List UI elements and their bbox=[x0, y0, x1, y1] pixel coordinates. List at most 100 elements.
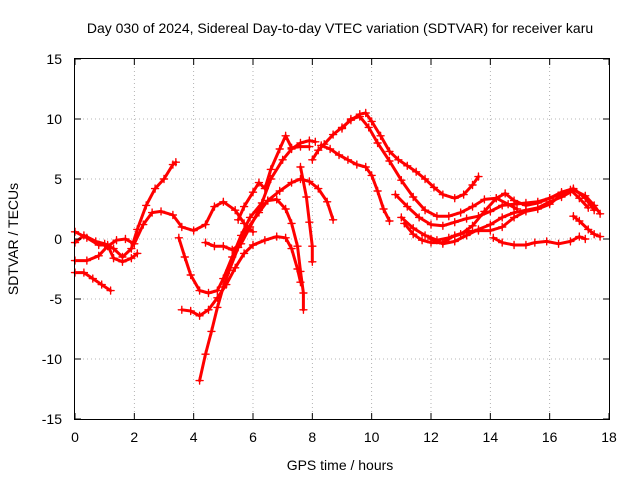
data-point bbox=[106, 286, 115, 295]
data-point bbox=[397, 213, 406, 222]
data-point bbox=[112, 236, 121, 245]
data-point bbox=[139, 220, 148, 229]
data-point bbox=[373, 138, 382, 148]
data-point bbox=[213, 286, 222, 295]
data-point bbox=[438, 221, 448, 230]
x-tick-label: 4 bbox=[190, 429, 198, 445]
data-point bbox=[239, 249, 249, 258]
data-point bbox=[278, 155, 287, 164]
data-point bbox=[302, 192, 311, 202]
data-point bbox=[228, 245, 237, 254]
data-point bbox=[361, 162, 370, 172]
data-point bbox=[260, 184, 270, 193]
data-point bbox=[299, 288, 308, 298]
series-arc-l bbox=[317, 141, 394, 226]
data-point bbox=[171, 158, 181, 167]
data-point bbox=[296, 142, 305, 151]
data-point bbox=[305, 218, 314, 227]
data-point bbox=[468, 180, 477, 190]
data-point bbox=[293, 264, 302, 274]
x-tick-label: 12 bbox=[423, 429, 439, 445]
series-arc-q bbox=[426, 188, 575, 248]
data-point bbox=[314, 184, 323, 193]
series-arc-d bbox=[70, 227, 142, 266]
data-point bbox=[287, 143, 296, 152]
data-point bbox=[521, 206, 531, 215]
data-point bbox=[109, 244, 118, 253]
data-point bbox=[575, 216, 584, 226]
data-point bbox=[287, 219, 296, 228]
series-arc-g bbox=[177, 232, 305, 320]
data-point bbox=[201, 220, 210, 229]
x-tick-label: 2 bbox=[130, 429, 138, 445]
data-point bbox=[147, 208, 157, 217]
data-point bbox=[569, 212, 578, 221]
data-point bbox=[130, 239, 139, 248]
data-point bbox=[186, 270, 195, 280]
data-point bbox=[459, 190, 468, 199]
data-point bbox=[391, 190, 400, 199]
data-point bbox=[328, 130, 338, 139]
data-point bbox=[584, 225, 593, 234]
data-point bbox=[293, 242, 302, 251]
data-point bbox=[581, 234, 590, 244]
data-point bbox=[417, 236, 427, 245]
data-point bbox=[595, 232, 605, 241]
x-tick-label: 8 bbox=[308, 429, 316, 445]
data-point bbox=[498, 238, 507, 247]
data-point bbox=[545, 197, 554, 206]
data-point bbox=[409, 192, 418, 202]
data-point bbox=[373, 186, 382, 196]
data-point bbox=[521, 240, 531, 250]
data-point bbox=[287, 244, 296, 253]
data-point bbox=[195, 286, 204, 295]
data-point bbox=[168, 210, 178, 220]
data-point bbox=[210, 242, 219, 251]
data-point bbox=[474, 172, 483, 181]
data-point bbox=[589, 230, 599, 239]
data-point bbox=[334, 150, 344, 160]
data-point bbox=[438, 190, 448, 199]
series-layer bbox=[70, 108, 605, 385]
data-point bbox=[82, 233, 92, 242]
y-tick-label: -15 bbox=[42, 411, 62, 427]
data-point bbox=[584, 203, 593, 212]
data-point bbox=[498, 222, 507, 232]
y-axis-label: SDTVAR / TECUs bbox=[5, 183, 21, 295]
data-point bbox=[456, 208, 465, 217]
data-point bbox=[480, 195, 489, 204]
data-point bbox=[150, 184, 160, 193]
data-point bbox=[595, 209, 605, 218]
y-tick-label: -10 bbox=[42, 351, 62, 367]
x-tick-label: 6 bbox=[249, 429, 257, 445]
data-point bbox=[236, 239, 246, 248]
series-arc-s bbox=[569, 212, 605, 241]
data-point bbox=[263, 196, 273, 205]
data-point bbox=[281, 131, 290, 140]
data-point bbox=[409, 230, 418, 239]
data-point bbox=[429, 183, 439, 192]
series-line-arc-l bbox=[319, 143, 391, 223]
data-point bbox=[245, 213, 255, 222]
data-point bbox=[103, 240, 112, 250]
tick-layer: 0 2 4 6 8 10 12 14 16 18 -15 -10 -5 0 5 10 15 bbox=[42, 51, 617, 445]
data-point bbox=[308, 257, 317, 266]
data-point bbox=[281, 204, 290, 214]
data-point bbox=[305, 177, 314, 186]
data-point bbox=[88, 274, 97, 283]
data-point bbox=[346, 114, 356, 124]
data-point bbox=[379, 204, 388, 214]
data-point bbox=[509, 208, 519, 217]
data-point bbox=[177, 305, 186, 314]
data-point bbox=[204, 288, 213, 298]
data-point bbox=[272, 232, 281, 241]
data-point bbox=[533, 203, 542, 212]
data-point bbox=[364, 123, 373, 132]
data-point bbox=[189, 226, 198, 235]
data-point bbox=[414, 213, 424, 222]
data-point bbox=[509, 240, 519, 250]
data-point bbox=[275, 186, 284, 196]
data-point bbox=[254, 178, 264, 187]
data-point bbox=[109, 254, 118, 263]
